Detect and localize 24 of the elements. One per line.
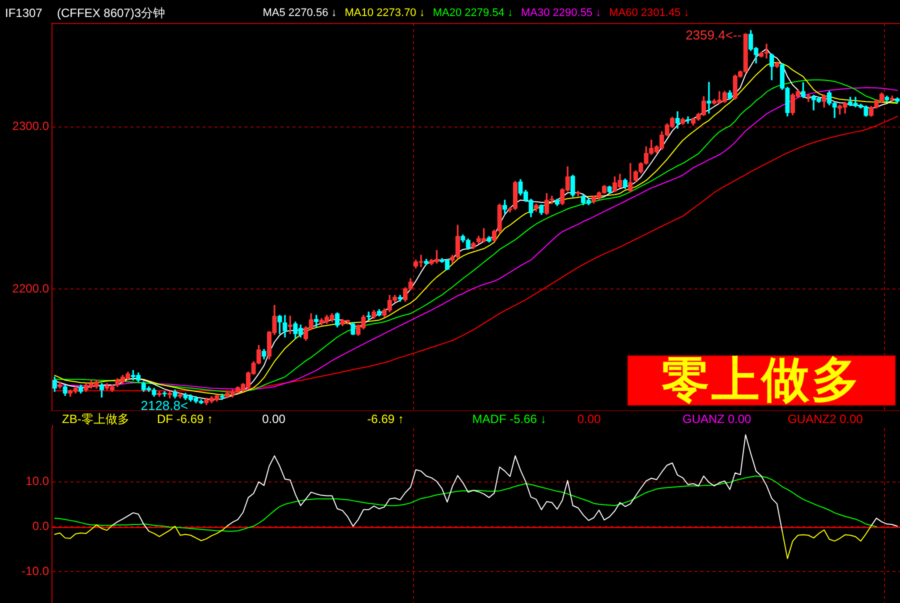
annotation: 零上做多: [627, 354, 896, 407]
text: MADF -5.66 ↓: [472, 412, 546, 426]
text: MA30 2290.55 ↓: [521, 6, 602, 20]
text: -6.69 ↑: [367, 412, 404, 426]
text: GUANZ2 0.00: [788, 412, 863, 426]
text: MA5 2270.56 ↓: [262, 6, 337, 20]
y-tick-label: 2300.0: [12, 119, 50, 134]
y-tick-label: 0.0: [32, 519, 50, 534]
y-tick-label: 2200.0: [12, 282, 50, 296]
text: MA60 2301.45 ↓: [609, 6, 690, 20]
annotation: 2128.8<: [140, 398, 188, 413]
y-tick-label: -10.0: [22, 564, 50, 578]
candlestick: [706, 82, 712, 114]
text: 0.00: [262, 412, 286, 426]
chart-title: ZB-零上做多: [62, 412, 130, 426]
y-tick-label: 10.0: [26, 474, 50, 488]
text: GUANZ 0.00: [682, 412, 752, 426]
text: 0.00: [577, 412, 601, 426]
annotation: 2359.4<--: [686, 28, 742, 43]
text: MA10 2273.70 ↓: [344, 6, 425, 20]
chart-title: IF1307: [5, 6, 42, 20]
chart-subtitle: (CFFEX 8607)3分钟: [57, 6, 166, 20]
text: MA20 2279.54 ↓: [432, 6, 513, 20]
text: DF -6.69 ↑: [157, 412, 214, 426]
